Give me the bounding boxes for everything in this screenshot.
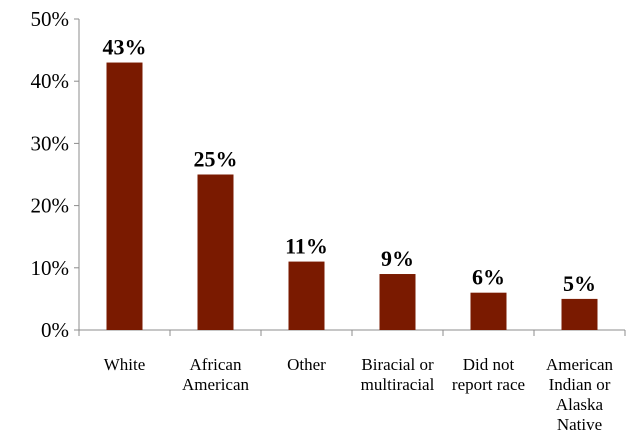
data-label: 25%	[194, 147, 238, 172]
bar	[106, 62, 143, 330]
y-tick-label: 40%	[31, 69, 70, 93]
x-category-label: Alaska	[556, 395, 604, 414]
x-category-label: African	[190, 355, 242, 374]
x-category-label: report race	[452, 375, 525, 394]
y-tick-label: 0%	[41, 318, 69, 342]
bar	[197, 174, 234, 330]
bar	[561, 298, 598, 330]
x-category-label: multiracial	[361, 375, 435, 394]
y-tick-label: 50%	[31, 7, 70, 31]
bar	[379, 274, 416, 330]
data-label: 5%	[563, 271, 596, 296]
x-category-label: Indian or	[549, 375, 611, 394]
axes: 0% 10% 20% 30% 40% 50%	[31, 7, 626, 342]
data-label: 6%	[472, 265, 505, 290]
x-category-label: American	[546, 355, 614, 374]
x-category-label: Biracial or	[361, 355, 434, 374]
x-category-label: White	[104, 355, 146, 374]
data-label: 43%	[103, 35, 147, 60]
bars	[106, 62, 598, 330]
y-tick-label: 20%	[31, 194, 70, 218]
data-label: 11%	[285, 234, 328, 259]
y-tick-label: 30%	[31, 131, 70, 155]
data-label: 9%	[381, 246, 414, 271]
bar	[288, 261, 325, 330]
labels: 43%White25%AfricanAmerican11%Other9%Bira…	[103, 35, 614, 434]
x-category-label: American	[182, 375, 250, 394]
bar	[470, 292, 507, 330]
y-tick-label: 10%	[31, 256, 70, 280]
x-category-label: Did not	[463, 355, 515, 374]
x-category-label: Native	[557, 415, 602, 434]
x-category-label: Other	[287, 355, 326, 374]
